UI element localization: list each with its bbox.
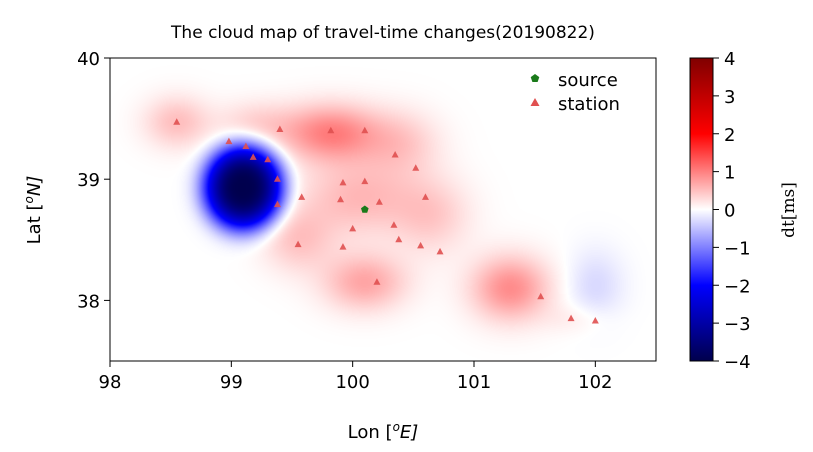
x-tick-label: 98 [99,372,122,393]
y-axis: 38 39 40 [77,49,110,312]
colorbar-tick-label: −1 [724,238,751,259]
source-marker [361,205,369,213]
y-tick-label: 39 [77,170,100,191]
station-marker [436,247,444,255]
station-marker [273,200,281,208]
colorbar-tick-label: 0 [724,201,735,222]
legend: source station [530,70,620,115]
x-tick-label: 101 [457,372,491,393]
stations-layer [173,118,599,324]
source-layer [361,205,369,213]
y-tick-label: 40 [77,49,100,70]
station-marker [417,241,425,249]
station-marker [273,175,281,182]
station-marker [298,193,306,200]
y-axis-label: Lat [oN] [22,176,45,245]
station-marker [349,224,357,232]
legend-source-marker [530,74,540,82]
colorbar: 4 3 2 1 0 −1 −2 −3 −4 dt[ms] [689,49,799,373]
x-axis: 98 99 100 101 102 [99,361,613,393]
station-marker [294,240,302,248]
station-marker [337,195,345,203]
x-tick-label: 100 [335,372,369,393]
x-tick-label: 102 [578,372,612,393]
station-marker [249,153,257,160]
plot-area [109,57,657,362]
legend-station-marker [530,98,540,106]
x-tick-label: 99 [220,372,243,393]
station-marker [395,235,403,243]
station-marker [412,164,420,171]
colorbar-tick-label: 4 [724,49,735,70]
station-marker [242,142,250,149]
colorbar-tick-label: 2 [724,125,735,146]
station-marker [173,118,181,125]
colorbar-tick-label: −2 [724,276,751,297]
y-tick-label: 38 [77,291,100,312]
station-marker [264,155,272,163]
chart-title: The cloud map of travel-time changes(201… [170,23,595,43]
x-axis-label: Lon [oE] [348,420,419,443]
station-marker [339,178,347,186]
colorbar-tick-label: 1 [724,163,735,184]
colorbar-ticks: 4 3 2 1 0 −1 −2 −3 −4 [713,49,751,373]
colorbar-tick-label: −4 [724,352,751,373]
colorbar-tick-label: 3 [724,87,735,108]
station-marker [390,221,398,228]
station-marker [391,150,399,158]
station-marker [225,137,233,145]
station-marker [361,126,369,134]
plot-frame [109,57,657,362]
station-marker [591,317,599,324]
station-marker [361,177,369,185]
station-marker [373,278,381,285]
legend-source-label: source [558,70,618,91]
station-marker [567,314,575,322]
colorbar-tick-label: −3 [724,314,751,335]
station-marker [327,126,335,134]
station-marker [421,193,429,200]
legend-station-label: station [558,94,620,115]
station-marker [276,125,284,133]
colorbar-label: dt[ms] [779,182,799,238]
colorbar-gradient [689,57,714,362]
station-marker [537,292,545,300]
station-marker [375,198,383,205]
station-marker [339,243,347,250]
